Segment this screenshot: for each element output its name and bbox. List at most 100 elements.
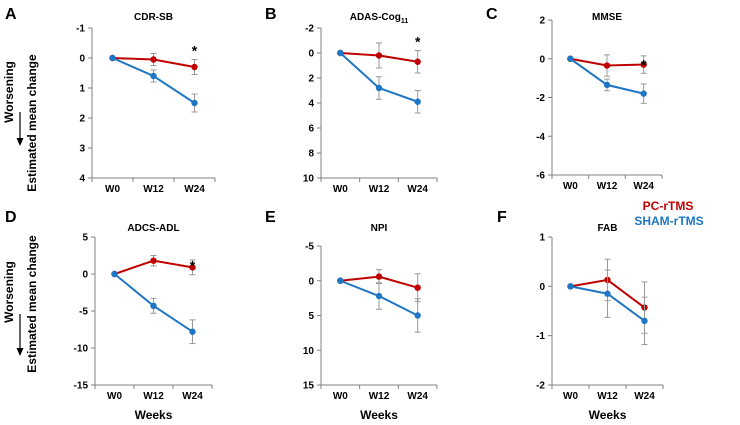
panel-b: B ADAS-Cog11 -2 0 2 4 6 8 10 W0 W12 W24 * (265, 6, 438, 195)
y-tick-label: 4 (79, 174, 85, 185)
x-tick-label: W24 (182, 391, 203, 402)
data-point (640, 90, 647, 97)
y-tick-label: 0 (308, 276, 314, 287)
panel-c: C MMSE -6 -4 -2 0 2 W0 W12 W24 * (486, 6, 663, 192)
chart-title: FAB (598, 223, 618, 234)
series-sham-rtms (567, 269, 648, 346)
y-tick-label: 10 (303, 174, 315, 185)
chart-title-subscript: 11 (401, 18, 409, 25)
x-tick-label: W24 (634, 391, 655, 402)
y-tick-label: -4 (536, 132, 545, 143)
data-point (191, 63, 198, 71)
y-tick-label: -10 (74, 344, 89, 355)
y-tick-label: -6 (536, 171, 545, 182)
worsening-arrow-top (16, 112, 24, 146)
x-axis-label: Weeks (360, 408, 398, 422)
data-point (604, 290, 611, 297)
panel-letter: D (5, 209, 17, 226)
data-point (189, 264, 196, 271)
x-tick-label: W12 (597, 181, 618, 192)
y-tick-label: -5 (79, 307, 88, 318)
data-point (337, 277, 344, 284)
y-tick-label: -15 (74, 381, 89, 392)
data-point (640, 61, 647, 68)
data-point (603, 62, 611, 69)
x-axis-label: Weeks (589, 408, 627, 422)
y-tick-label: 1 (79, 84, 85, 95)
data-point (414, 98, 421, 105)
series-sham-rtms (337, 277, 421, 333)
y-axis-label-top: Estimated mean change (25, 54, 39, 192)
series-sham-rtms (109, 54, 198, 113)
x-tick-label: W0 (563, 181, 578, 192)
worsening-label-top: Worsening (2, 61, 16, 123)
legend-pc-rtms: PC-rTMS (643, 199, 694, 213)
x-tick-label: W24 (407, 184, 428, 195)
significance-marker: * (641, 56, 647, 72)
data-point (150, 72, 157, 80)
y-tick-label: -2 (536, 93, 545, 104)
legend-sham-rtms: SHAM-rTMS (634, 214, 703, 228)
y-tick-label: 10 (303, 346, 315, 357)
x-tick-label: W12 (143, 391, 164, 402)
chart-title: MMSE (592, 12, 622, 23)
y-tick-label: 5 (308, 311, 314, 322)
y-tick-label: 2 (79, 114, 85, 125)
worsening-label-bottom: Worsening (2, 261, 16, 323)
y-tick-label: 2 (308, 74, 314, 85)
data-point (414, 312, 421, 319)
panel-letter: B (265, 6, 277, 23)
y-tick-label: 0 (79, 54, 85, 65)
data-point (150, 56, 157, 63)
x-tick-label: W0 (333, 391, 348, 402)
data-point (641, 317, 648, 325)
chart-title: ADAS-Cog11 (350, 12, 409, 25)
panel-d: D ADCS-ADL -15 -10 -5 0 5 W0 W12 W24 Weeks * (5, 209, 213, 422)
series-pc-rtms (111, 255, 196, 278)
y-tick-label: 8 (308, 149, 314, 160)
x-tick-label: W0 (333, 184, 348, 195)
y-tick-label: 0 (539, 54, 545, 65)
chart-title: ADCS-ADL (127, 223, 179, 234)
x-axis-label: Weeks (135, 408, 173, 422)
data-point (375, 52, 383, 59)
chart-title: CDR-SB (134, 12, 173, 23)
x-tick-label: W24 (633, 181, 654, 192)
data-point (414, 284, 421, 291)
data-point (150, 257, 157, 264)
series-sham-rtms (567, 55, 647, 104)
y-tick-label: -1 (536, 331, 545, 342)
data-point (567, 283, 574, 290)
x-tick-label: W24 (407, 391, 428, 402)
y-tick-label: 1 (539, 233, 545, 244)
panel-letter: F (497, 209, 507, 226)
y-tick-label: 0 (308, 49, 314, 60)
x-tick-label: W0 (563, 391, 578, 402)
y-tick-label: -5 (305, 242, 314, 253)
panel-letter: C (486, 6, 498, 23)
panel-e: E NPI -5 0 5 10 15 W0 W12 W24 Weeks (265, 209, 438, 422)
data-point (150, 302, 157, 310)
y-tick-label: 5 (82, 233, 88, 244)
data-point (337, 49, 344, 57)
y-tick-label: 15 (303, 381, 315, 392)
data-point (567, 55, 574, 62)
y-tick-label: 6 (308, 124, 314, 135)
data-point (603, 81, 611, 89)
panel-f: F FAB -2 -1 0 1 W0 W12 W24 Weeks (497, 209, 664, 422)
y-tick-label: 0 (539, 282, 545, 293)
series-sham-rtms (111, 270, 196, 345)
data-point (414, 58, 421, 65)
y-tick-label: -2 (536, 381, 545, 392)
series-sham-rtms (337, 49, 421, 114)
data-point (191, 99, 198, 107)
y-tick-label: 2 (539, 16, 545, 27)
panel-letter: E (265, 209, 276, 226)
x-tick-label: W12 (369, 391, 390, 402)
y-tick-label: -1 (76, 24, 85, 35)
panel-a: A CDR-SB -1 0 1 2 3 4 W0 W12 W24 * (5, 6, 216, 195)
data-point (189, 328, 196, 335)
x-tick-label: W0 (107, 391, 122, 402)
x-tick-label: W12 (597, 391, 618, 402)
